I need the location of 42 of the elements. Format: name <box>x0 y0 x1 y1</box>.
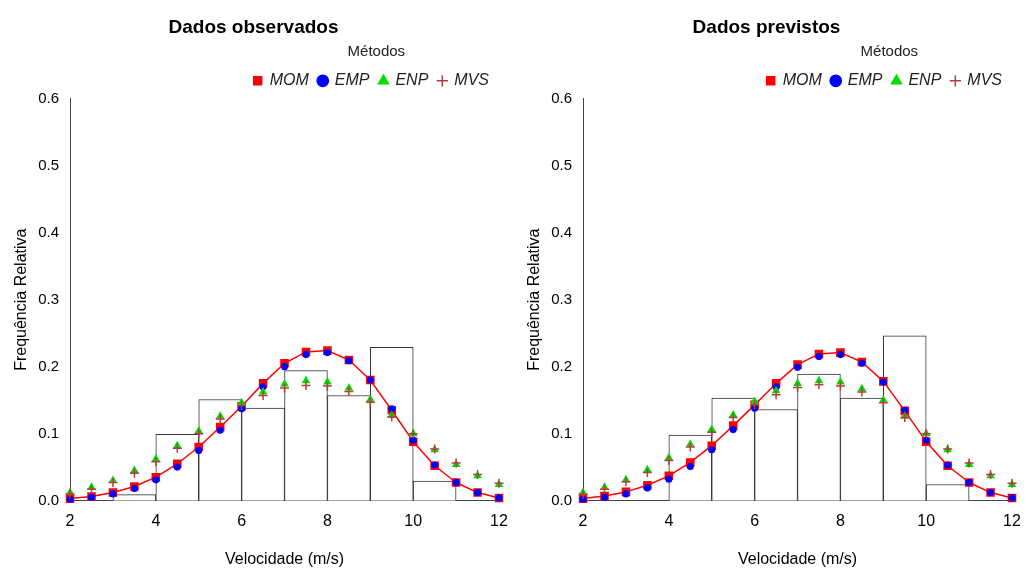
x-axis-title: Velocidade (m/s) <box>224 549 345 567</box>
legend-label: MVS <box>454 71 490 89</box>
chart-title: Dados observados <box>168 15 339 37</box>
legend-label: EMP <box>847 71 883 89</box>
y-tick-label: 0.2 <box>551 356 573 374</box>
x-axis-title: Velocidade (m/s) <box>737 549 858 567</box>
x-tick-label: 4 <box>151 511 161 529</box>
legend-label: MVS <box>967 71 1003 89</box>
y-tick-label: 0.6 <box>551 88 573 106</box>
y-tick-label: 0.3 <box>551 289 573 307</box>
legend-label: MOM <box>269 71 310 89</box>
x-tick-label: 2 <box>578 511 588 529</box>
y-axis-title: Frequência Relativa <box>525 228 543 371</box>
chart-title: Dados previstos <box>692 15 841 37</box>
y-tick-label: 0.1 <box>38 423 60 441</box>
y-tick-label: 0.3 <box>38 289 60 307</box>
y-tick-label: 0.4 <box>38 222 60 240</box>
legend-label: MOM <box>782 71 823 89</box>
legend-label: ENP <box>395 71 429 89</box>
x-tick-label: 4 <box>664 511 674 529</box>
y-tick-label: 0.1 <box>551 423 573 441</box>
x-tick-label: 12 <box>1003 511 1021 529</box>
x-tick-label: 6 <box>237 511 247 529</box>
x-tick-label: 6 <box>750 511 760 529</box>
legend-label: ENP <box>908 71 942 89</box>
legend-title: Métodos <box>860 42 919 60</box>
y-axis-title: Frequência Relativa <box>12 228 30 371</box>
y-tick-label: 0.4 <box>551 222 573 240</box>
x-tick-label: 8 <box>835 511 845 529</box>
x-tick-label: 10 <box>917 511 936 529</box>
y-tick-label: 0.5 <box>38 155 60 173</box>
legend-title: Métodos <box>347 42 406 60</box>
legend-label: EMP <box>334 71 370 89</box>
y-tick-label: 0.5 <box>551 155 573 173</box>
y-tick-label: 0.0 <box>551 490 573 508</box>
x-tick-label: 12 <box>490 511 508 529</box>
x-tick-label: 10 <box>404 511 423 529</box>
y-tick-label: 0.2 <box>38 356 60 374</box>
y-tick-label: 0.0 <box>38 490 60 508</box>
x-tick-label: 8 <box>322 511 332 529</box>
x-tick-label: 2 <box>65 511 75 529</box>
y-tick-label: 0.6 <box>38 88 60 106</box>
